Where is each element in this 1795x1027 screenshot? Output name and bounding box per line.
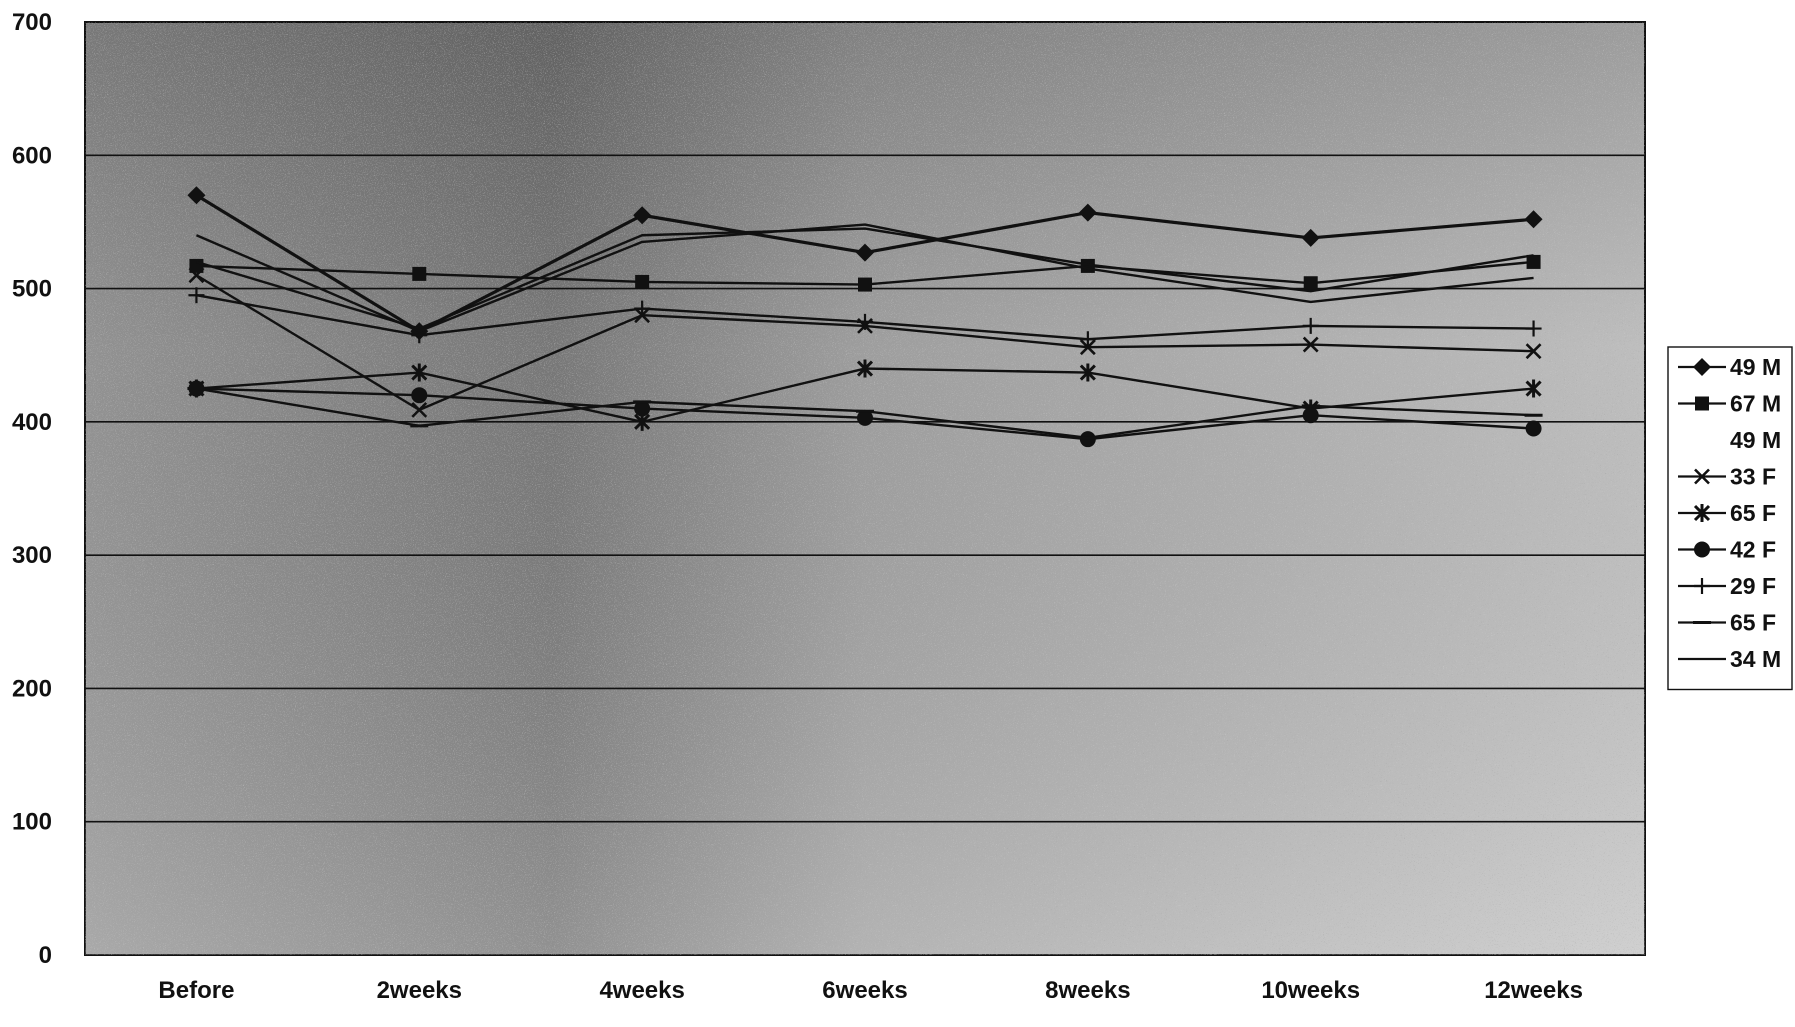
data-point [1301, 228, 1320, 247]
data-point [1526, 254, 1541, 269]
legend-entry: 49 M [1730, 427, 1781, 453]
data-point [1302, 407, 1319, 424]
y-tick-label: 700 [12, 9, 52, 36]
data-point [411, 401, 428, 418]
legend-label: 49 M [1730, 354, 1781, 380]
data-point [635, 274, 650, 289]
legend-entry: 65 F [1678, 610, 1776, 636]
x-tick-label: Before [158, 977, 234, 1004]
plot-texture [85, 22, 1645, 955]
legend-entry: 29 F [1678, 573, 1776, 599]
series-7 [188, 287, 1542, 348]
x-tick-label: 8weeks [1045, 977, 1130, 1004]
x-tick-label: 2weeks [377, 977, 462, 1004]
data-point [1303, 276, 1318, 291]
x-tick-label: 4weeks [599, 977, 684, 1004]
series-2 [189, 254, 1541, 292]
legend-label: 42 F [1730, 537, 1776, 563]
y-tick-label: 500 [12, 276, 52, 303]
data-point [1525, 379, 1542, 398]
data-point [411, 327, 428, 344]
data-point [633, 206, 652, 225]
data-point [411, 363, 428, 382]
data-series [187, 186, 1543, 448]
y-tick-label: 100 [12, 809, 52, 836]
data-point [1079, 331, 1096, 348]
data-point [411, 387, 428, 404]
legend-marker [1694, 541, 1710, 558]
axes: 0 100 200 300 400 500 600 700 Before 2weeks 4weeks… [12, 9, 1583, 1004]
data-point [188, 267, 205, 284]
y-tick-label: 0 [39, 942, 52, 969]
legend-entry: 42 F [1678, 537, 1776, 563]
data-point [856, 243, 874, 262]
data-point [1302, 317, 1319, 334]
legend-marker [1695, 396, 1709, 411]
series-line [195, 223, 1534, 333]
legend-entry: 33 F [1678, 464, 1776, 490]
data-point [856, 359, 874, 378]
legend-label: 33 F [1730, 464, 1776, 490]
legend-label: 34 M [1730, 646, 1781, 672]
legend-entry: 65 F [1678, 500, 1776, 526]
x-tick-label: 12weeks [1484, 977, 1583, 1004]
legend-marker [1694, 578, 1710, 594]
data-point [188, 287, 205, 304]
data-point [858, 277, 872, 292]
data-point [1525, 320, 1542, 337]
legend-entry: 67 M [1678, 391, 1781, 417]
data-point [1079, 363, 1096, 382]
legend-label: 65 F [1730, 500, 1776, 526]
data-point [1078, 203, 1097, 222]
legend-marker [1693, 504, 1711, 522]
legend-label: 29 F [1730, 573, 1776, 599]
data-point [1525, 420, 1542, 437]
y-tick-label: 600 [12, 142, 52, 169]
legend: 49 M 67 M 49 M 33 F 65 F 42 F 29 F 65 F 34 M [1667, 346, 1793, 691]
data-point [1525, 343, 1542, 360]
series-8 [187, 387, 1543, 440]
series-6 [188, 380, 1542, 448]
legend-marker [1694, 468, 1710, 485]
data-point [1524, 210, 1543, 229]
data-point [1302, 336, 1319, 353]
y-tick-label: 200 [12, 675, 52, 702]
legend-label: 49 M [1730, 427, 1781, 453]
legend-entry: 34 M [1678, 646, 1781, 672]
legend-label: 67 M [1730, 391, 1781, 417]
data-point [412, 266, 427, 281]
y-tick-label: 400 [12, 409, 52, 436]
data-point [857, 313, 873, 330]
data-point [634, 400, 651, 417]
plot-area [84, 21, 1646, 956]
x-tick-label: 10weeks [1261, 977, 1360, 1004]
legend-label: 65 F [1730, 610, 1776, 636]
data-point [187, 186, 206, 205]
legend-entry: 49 M [1678, 354, 1781, 380]
data-point [634, 300, 651, 317]
legend-marker [1693, 358, 1711, 376]
series-9 [195, 223, 1534, 333]
y-tick-label: 300 [12, 542, 52, 569]
data-point [857, 409, 873, 426]
x-tick-label: 6weeks [822, 977, 907, 1004]
